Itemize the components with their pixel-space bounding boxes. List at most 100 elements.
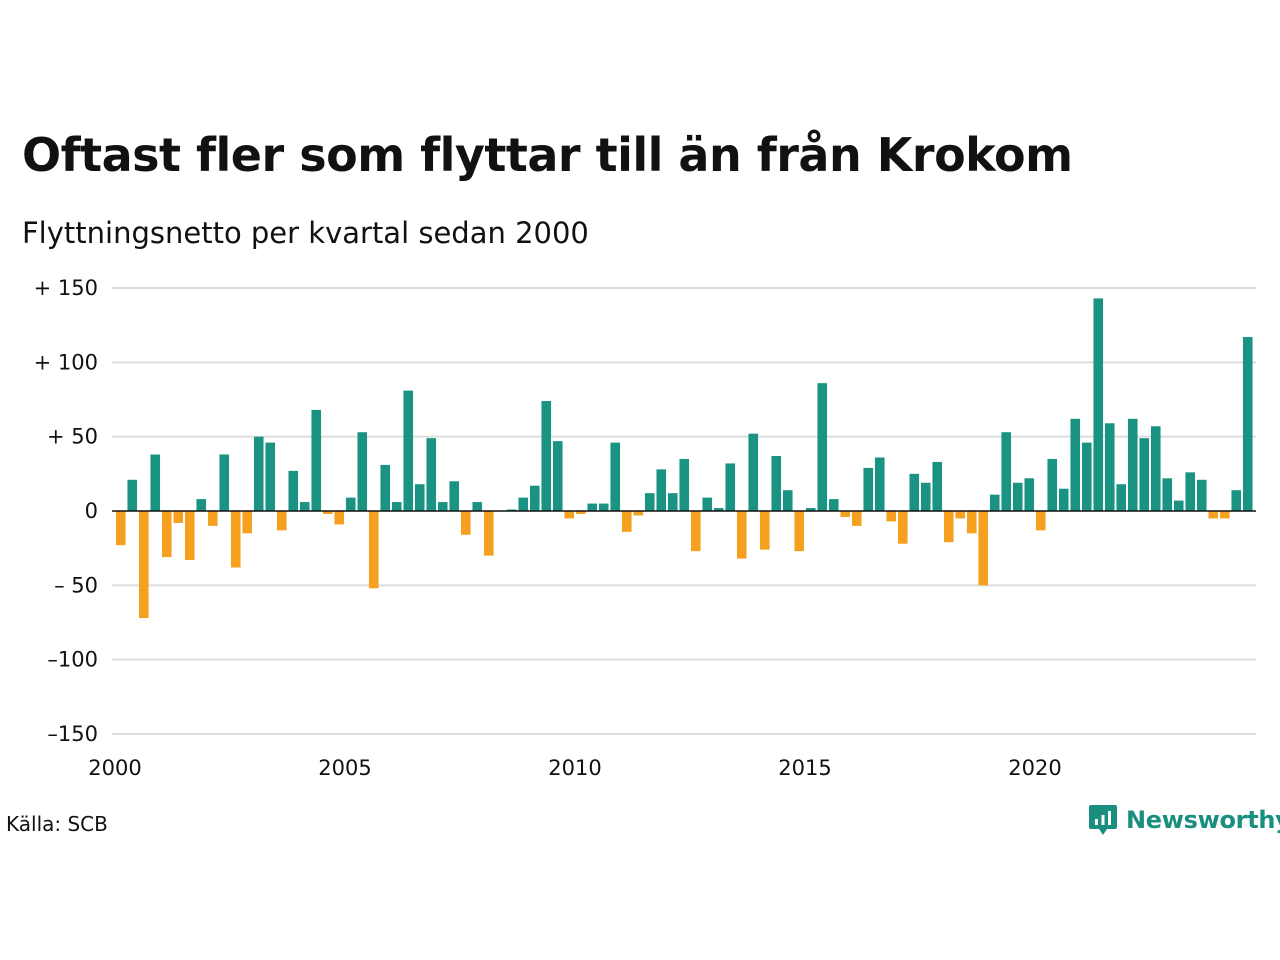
bar [1012, 482, 1023, 511]
bar [1081, 442, 1092, 511]
bar [656, 469, 667, 511]
y-tick-label: –150 [47, 722, 98, 746]
bar [276, 511, 287, 531]
bar [1035, 511, 1046, 531]
bar [357, 432, 368, 511]
bar-chart: + 150 + 100 + 50 0 – 50 –100 –150 2000 2005 2010 2… [34, 276, 1256, 780]
bar [1185, 472, 1196, 511]
bar [805, 508, 816, 511]
bar [598, 503, 609, 511]
bar [690, 511, 701, 552]
bar [1219, 511, 1230, 519]
bar [702, 497, 713, 511]
bar [311, 409, 322, 511]
grid-layer [112, 287, 1256, 735]
bar [1231, 490, 1242, 511]
x-tick-label: 2020 [1008, 756, 1061, 780]
bar [518, 497, 529, 511]
bar [966, 511, 977, 534]
bar [667, 493, 678, 511]
bar [115, 511, 126, 546]
bar [1093, 298, 1104, 511]
bar [828, 499, 839, 511]
bar [322, 511, 333, 514]
bar [621, 511, 632, 532]
bar [265, 442, 276, 511]
bar [253, 436, 264, 511]
bar [1139, 438, 1150, 511]
bar [771, 455, 782, 511]
bar [909, 473, 920, 511]
brand-logo: Newsworthy [1088, 803, 1280, 837]
bar [161, 511, 172, 558]
y-tick-label: + 100 [34, 350, 98, 374]
bar [575, 511, 586, 514]
bar [725, 463, 736, 511]
bar [196, 499, 207, 511]
bar [679, 458, 690, 511]
bar [380, 464, 391, 511]
bar [886, 511, 897, 522]
y-tick-label: + 50 [47, 425, 98, 449]
bar [851, 511, 862, 526]
bar [782, 490, 793, 511]
axis-layer: + 150 + 100 + 50 0 – 50 –100 –150 2000 2005 2010 2… [34, 276, 1256, 780]
bar [874, 457, 885, 511]
bar [299, 502, 310, 511]
y-tick-label: + 150 [34, 276, 98, 300]
chart-subtitle: Flyttningsnetto per kvartal sedan 2000 [22, 216, 589, 250]
bar [897, 511, 908, 544]
bar [989, 494, 1000, 511]
bar [587, 503, 598, 511]
bar [472, 502, 483, 511]
bar [529, 485, 540, 511]
bar [1116, 484, 1127, 511]
bar [759, 511, 770, 550]
x-tick-label: 2015 [778, 756, 831, 780]
bar [230, 511, 241, 568]
bar [978, 511, 989, 586]
bar [920, 482, 931, 511]
y-tick-label: 0 [85, 499, 98, 523]
bar [564, 511, 575, 519]
bar [1242, 337, 1253, 511]
bar [426, 438, 437, 511]
bar [1150, 426, 1161, 511]
bar [1162, 478, 1173, 511]
bar [1024, 478, 1035, 511]
bar [713, 508, 724, 511]
bar [552, 441, 563, 511]
bar [127, 479, 138, 511]
x-tick-label: 2005 [318, 756, 371, 780]
bar [1104, 423, 1115, 511]
x-tick-label: 2010 [548, 756, 601, 780]
bar [219, 454, 230, 511]
bar [633, 511, 644, 516]
bar [483, 511, 494, 556]
brand-name: Newsworthy [1126, 806, 1280, 834]
bar [391, 502, 402, 511]
bar [943, 511, 954, 543]
bar [1173, 500, 1184, 511]
bar [334, 511, 345, 525]
bar [840, 511, 851, 517]
bar [150, 454, 161, 511]
y-tick-label: –100 [47, 648, 98, 672]
newsworthy-logo-icon [1089, 805, 1117, 835]
bar [644, 493, 655, 511]
bar [437, 502, 448, 511]
source-label: Källa: SCB [6, 812, 108, 836]
bar [1058, 488, 1069, 511]
bar [449, 481, 460, 511]
bar [345, 497, 356, 511]
bar-layer [115, 298, 1253, 619]
bar [1070, 418, 1081, 511]
bar [1196, 479, 1207, 511]
bar [242, 511, 253, 534]
bar [403, 390, 414, 511]
bar [414, 484, 425, 511]
bar [207, 511, 218, 526]
bar [748, 433, 759, 511]
bar [1127, 418, 1138, 511]
bar [955, 511, 966, 519]
